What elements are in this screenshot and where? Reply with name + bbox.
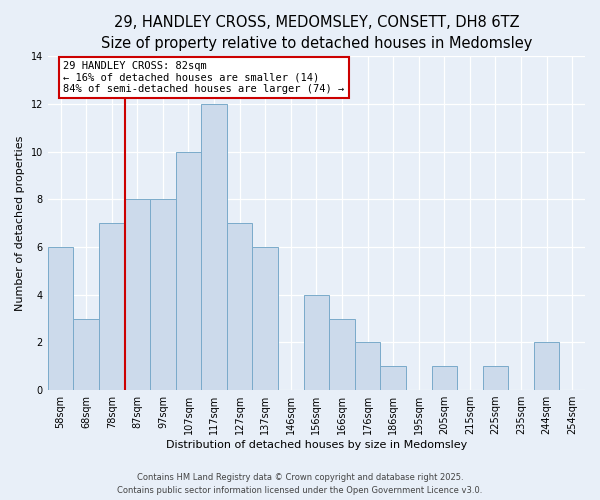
Bar [380,366,406,390]
Text: 29 HANDLEY CROSS: 82sqm
← 16% of detached houses are smaller (14)
84% of semi-de: 29 HANDLEY CROSS: 82sqm ← 16% of detache… [63,61,344,94]
Bar [99,223,125,390]
Y-axis label: Number of detached properties: Number of detached properties [15,136,25,311]
Bar [125,200,150,390]
Bar [355,342,380,390]
Bar [431,366,457,390]
Bar [73,318,99,390]
Bar [201,104,227,390]
Bar [329,318,355,390]
Bar [534,342,559,390]
Text: Contains HM Land Registry data © Crown copyright and database right 2025.
Contai: Contains HM Land Registry data © Crown c… [118,474,482,495]
Bar [227,223,253,390]
Bar [176,152,201,390]
Bar [304,294,329,390]
Bar [253,247,278,390]
Bar [150,200,176,390]
Title: 29, HANDLEY CROSS, MEDOMSLEY, CONSETT, DH8 6TZ
Size of property relative to deta: 29, HANDLEY CROSS, MEDOMSLEY, CONSETT, D… [101,15,532,51]
Bar [48,247,73,390]
Bar [482,366,508,390]
X-axis label: Distribution of detached houses by size in Medomsley: Distribution of detached houses by size … [166,440,467,450]
